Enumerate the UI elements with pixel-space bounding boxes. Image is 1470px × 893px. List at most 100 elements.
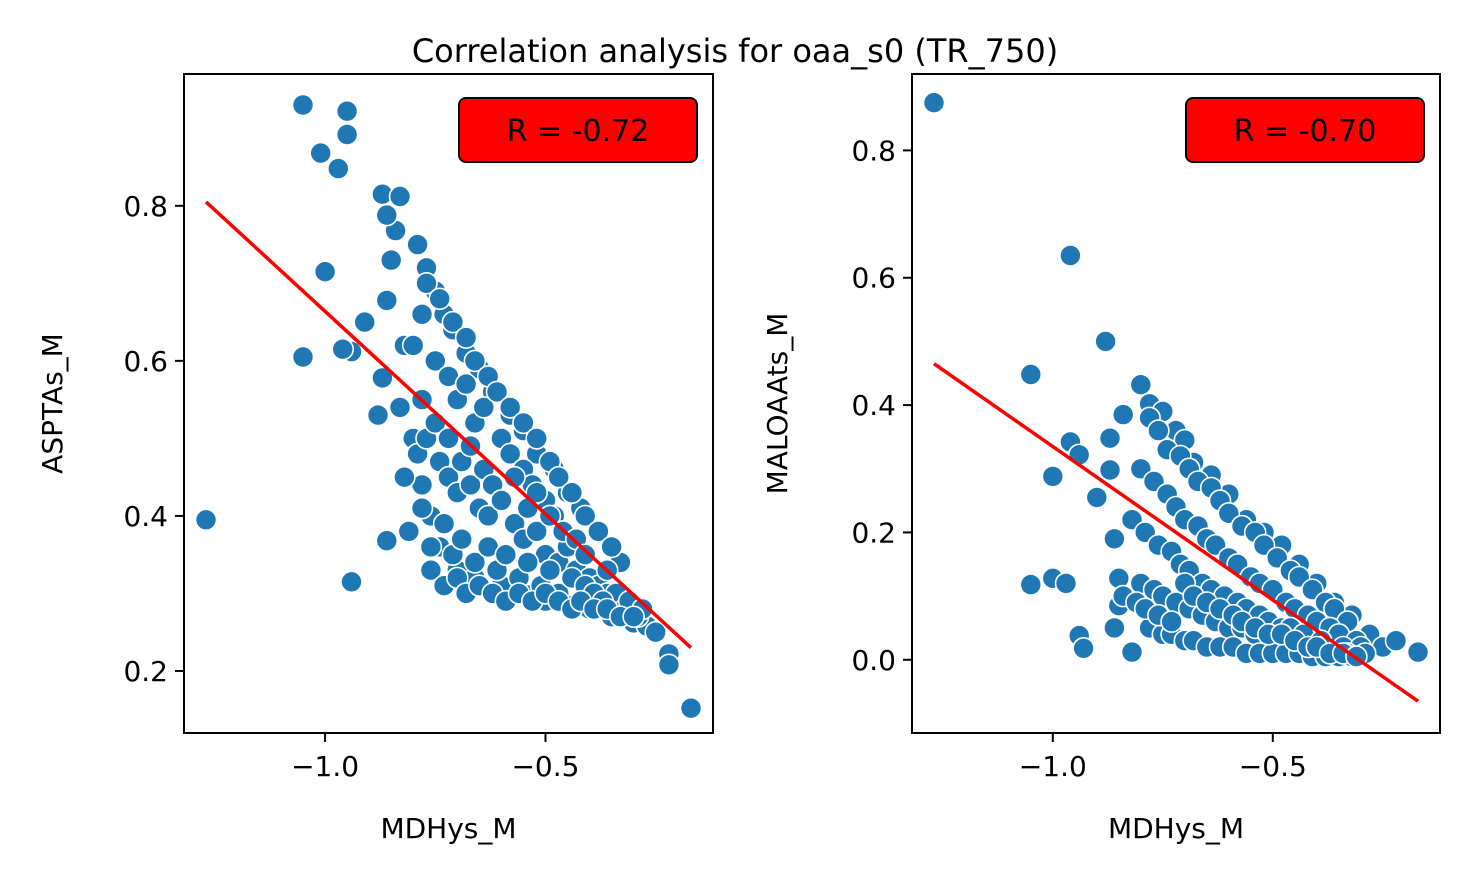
figure-title: Correlation analysis for oaa_s0 (TR_750) (412, 32, 1058, 70)
panel-1-y-axis-label: ASPTAs_M (36, 333, 69, 474)
panel-1-regression-line (204, 200, 693, 650)
panel-2-plot-area (922, 91, 1430, 703)
panel-1-point (644, 620, 668, 644)
panel-2-point (1085, 486, 1109, 509)
panel-1-point (573, 543, 597, 567)
panel-1-point (410, 496, 434, 520)
panel-1-point (432, 512, 456, 536)
panel-1-point (410, 302, 434, 326)
panel-1-point (498, 442, 522, 466)
panel-1-y-tick-label: 0.4 (123, 500, 168, 533)
panel-1-point (472, 396, 496, 419)
panel-1-y-tick-label: 0.6 (123, 345, 168, 378)
panel-2-x-axis-label: MDHys_M (1108, 812, 1244, 845)
panel-1-point (657, 653, 681, 677)
panel-1-point (335, 99, 359, 123)
panel-2-point (1129, 373, 1153, 397)
panel-2-point (1098, 426, 1122, 450)
panel-2-point (922, 91, 946, 114)
panel-1-point (335, 123, 359, 146)
panel-2-point (1054, 572, 1078, 595)
panel-1-x-tick-label: −0.5 (511, 750, 579, 783)
panel-2-point (1120, 640, 1144, 664)
panel-1-point (340, 570, 363, 594)
panel-1-point (379, 248, 403, 272)
panel-1-point (463, 349, 487, 373)
panel-1-y-tick-label: 0.2 (123, 655, 168, 688)
panel-1-point (450, 527, 474, 551)
panel-1-y-tick-label: 0.8 (123, 190, 168, 223)
panel-2-y-axis-label: MALOAAts_M (761, 313, 794, 495)
panel-1-point (353, 310, 377, 334)
panel-1-point (459, 473, 482, 497)
panel-1-point (309, 141, 333, 165)
panel-2-point (1103, 616, 1126, 640)
panel-2-point (1094, 330, 1117, 353)
panel-1-point (525, 481, 549, 505)
panel-1-correlation-label: R = -0.72 (507, 114, 650, 149)
panel-2-regression-line (932, 362, 1420, 703)
panel-2-y-tick-label: 0.8 (851, 134, 896, 167)
panel-2-y-tick-label: 0.2 (851, 516, 896, 549)
panel-2-point (1072, 636, 1095, 660)
panel-1-axes-frame (183, 73, 714, 734)
panel-1-point (393, 465, 416, 489)
panel-1-x-axis-label: MDHys_M (380, 812, 516, 845)
panel-1-point (516, 551, 540, 574)
panel-1-point (415, 271, 438, 295)
panel-1-point (366, 403, 390, 427)
panel-1-point (331, 337, 355, 361)
panel-1-x-tick-label: −1.0 (291, 750, 359, 783)
panel-1-point (194, 508, 218, 532)
panel-1-point (454, 326, 478, 349)
panel-1-plot-area (194, 93, 703, 720)
panel-1-point (375, 289, 399, 312)
chart-panels: −1.0 −0.5 0.2 0.4 0.6 0.8 MDHys_M ASPTAs_M R = -… (36, 73, 1441, 845)
panel-1-point (622, 605, 645, 629)
panel-1-point (375, 203, 399, 227)
panel-1-point (485, 380, 509, 404)
panel-1-point (437, 427, 460, 450)
panel-1-point (406, 233, 429, 256)
panel-2-axes-frame (911, 73, 1441, 734)
panel-2-point (1103, 527, 1126, 551)
panel-1-point (419, 558, 443, 582)
panel-1-point (476, 504, 500, 528)
panel-2-x-tick-label: −1.0 (1019, 750, 1087, 783)
panel-1-point (419, 535, 443, 559)
panel-2-point (1160, 610, 1183, 633)
panel-1-point (423, 349, 447, 373)
panel-1-point (375, 529, 399, 553)
panel-2-point (1098, 458, 1122, 482)
panel-1-point (388, 396, 412, 419)
panel-1-point (371, 366, 394, 390)
panel-1-point (291, 93, 315, 117)
panel-1-point (291, 345, 315, 369)
panel-1-point (454, 372, 478, 396)
panel-1-point (490, 489, 513, 512)
panel-1-point (547, 465, 571, 489)
panel-1-point (498, 396, 522, 419)
panel-1-point (573, 504, 597, 528)
panel-1-point (397, 520, 421, 543)
panel-2-point (1059, 244, 1082, 267)
panel-2-point (1019, 363, 1043, 386)
panel-2-point (1147, 419, 1170, 442)
panel-1-point (679, 696, 703, 720)
panel-1-point (494, 543, 518, 567)
panel-2-point (1019, 573, 1043, 596)
panel-1-point (587, 520, 610, 543)
panel-1-point (525, 520, 549, 543)
panel-2-point (1384, 629, 1408, 653)
panel-1-correlation-badge (458, 97, 698, 163)
panel-2-y-tick-label: 0.4 (851, 389, 896, 422)
panel-1-point (600, 535, 623, 559)
panel-2-point (1111, 403, 1135, 426)
panel-1-point (538, 558, 562, 582)
panel-1-point (388, 185, 412, 208)
panel-1-point (560, 481, 584, 505)
panel-1-point (326, 157, 350, 180)
panel-1-point (463, 551, 487, 574)
panel-1-point (401, 334, 425, 357)
